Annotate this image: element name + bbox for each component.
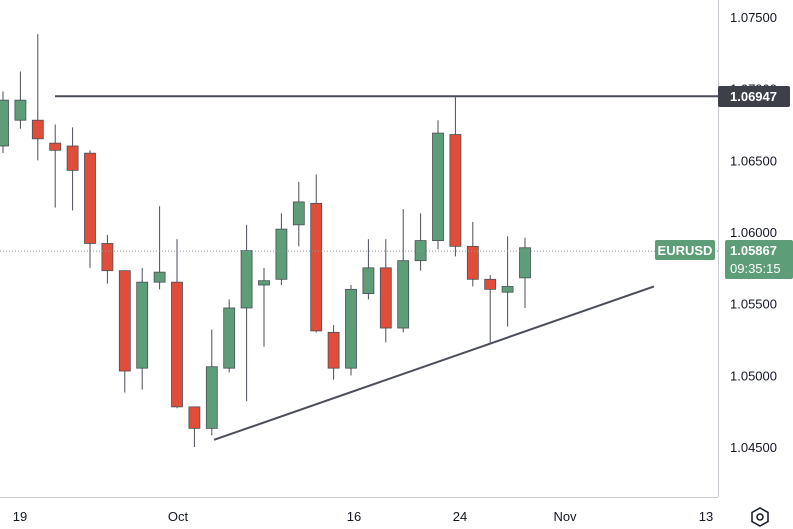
hexagon-settings-icon <box>751 507 769 527</box>
price-tick-label: 1.06000 <box>730 225 777 240</box>
candle-body <box>432 132 444 242</box>
candle-body <box>136 281 149 369</box>
candle-body <box>171 281 183 408</box>
candle-body <box>205 366 218 429</box>
price-tick-label: 1.07500 <box>730 10 777 25</box>
candle <box>223 299 236 373</box>
axes-layer: 1.075001.070001.065001.060001.055001.050… <box>0 0 777 524</box>
candle <box>310 174 323 333</box>
candle <box>432 120 444 250</box>
price-tick-label: 1.05500 <box>730 297 777 312</box>
time-tick-label: 19 <box>13 509 27 524</box>
candle <box>258 267 270 347</box>
price-tick-label: 1.06500 <box>730 153 777 168</box>
candle-body <box>379 267 392 329</box>
candle-body <box>310 202 323 332</box>
candle-body <box>240 250 253 309</box>
last-price-label: 1.05867 <box>730 243 777 258</box>
time-tick-label: 24 <box>453 509 467 524</box>
candle-body <box>84 152 96 244</box>
candle <box>275 213 288 286</box>
candle <box>188 406 201 447</box>
resistance-price-label: 1.06947 <box>730 89 777 104</box>
candle <box>449 97 462 257</box>
candle-body <box>223 307 236 369</box>
last-price-badge: 1.05867 09:35:15 <box>725 240 793 279</box>
candle <box>101 234 114 284</box>
candle-body <box>118 270 131 372</box>
candle <box>484 275 497 343</box>
price-tick-label: 1.04500 <box>730 440 777 455</box>
time-tick-label: Nov <box>553 509 577 524</box>
candle <box>118 270 131 393</box>
candle-body <box>14 99 27 121</box>
candle <box>292 181 305 247</box>
candle-body <box>153 271 166 283</box>
candle-body <box>397 260 410 329</box>
candle <box>171 239 183 409</box>
support-trendline <box>213 285 655 441</box>
candle <box>519 237 531 308</box>
candle-body <box>188 406 201 429</box>
candle <box>466 221 479 287</box>
candle <box>14 71 27 129</box>
chart-settings-button[interactable] <box>751 507 769 527</box>
resistance-price-badge: 1.06947 <box>718 86 790 107</box>
candle <box>66 127 79 211</box>
candle-body <box>101 243 114 272</box>
candle <box>397 209 410 333</box>
candle-body <box>31 119 44 140</box>
candle-body <box>66 145 79 171</box>
candle-body <box>484 278 497 290</box>
candle-body <box>49 142 62 151</box>
candle <box>362 239 375 300</box>
candle <box>136 267 149 390</box>
candle-body <box>345 288 357 369</box>
candle <box>345 285 357 376</box>
candle <box>205 329 218 436</box>
candle-body <box>501 286 514 293</box>
candle-body <box>466 245 479 280</box>
time-tick-label: 13 <box>699 509 713 524</box>
drawings-layer <box>0 95 718 441</box>
candle-body <box>0 99 9 147</box>
candle <box>84 150 96 268</box>
price-tick-label: 1.05000 <box>730 368 777 383</box>
time-tick-label: Oct <box>168 509 189 524</box>
symbol-badge: EURUSD <box>655 240 715 260</box>
candles-layer <box>0 34 531 447</box>
candle <box>327 325 340 380</box>
candle <box>49 124 62 208</box>
candle-body <box>327 331 340 369</box>
candle-body <box>275 228 288 280</box>
candle <box>0 91 9 154</box>
candle <box>153 206 166 290</box>
candle <box>379 239 392 343</box>
candle-body <box>362 267 375 295</box>
candle-body <box>258 280 270 286</box>
candle <box>414 213 427 271</box>
candle <box>501 236 514 327</box>
symbol-label: EURUSD <box>658 243 713 258</box>
candle-body <box>519 247 531 279</box>
time-tick-label: 16 <box>347 509 361 524</box>
candle <box>31 34 44 161</box>
candle-body <box>292 201 305 226</box>
candle-body <box>449 134 462 247</box>
bar-countdown-label: 09:35:15 <box>730 261 781 276</box>
